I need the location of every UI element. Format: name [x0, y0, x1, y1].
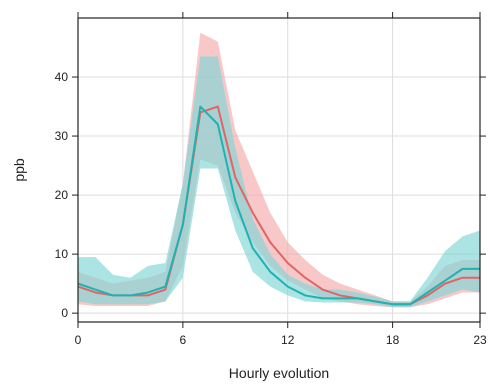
- x-tick-label: 23: [473, 333, 487, 347]
- y-tick-label: 0: [61, 306, 68, 320]
- tick-labels: 0 6 12 18 23 0 10 20 30 40: [55, 70, 487, 347]
- series-lines: [77, 105, 480, 306]
- plot-frame: [77, 17, 481, 323]
- series-band-2: [78, 56, 480, 308]
- ticks: [72, 12, 486, 328]
- series-line-2: [77, 105, 480, 306]
- y-tick-label: 10: [55, 247, 69, 261]
- x-axis-label: Hourly evolution: [229, 365, 329, 381]
- bands: [78, 32, 480, 308]
- y-tick-label: 30: [55, 129, 69, 143]
- y-tick-label: 20: [55, 188, 69, 202]
- y-axis-label: ppb: [11, 158, 27, 182]
- x-tick-label: 0: [75, 333, 82, 347]
- y-tick-label: 40: [55, 70, 69, 84]
- x-tick-label: 6: [180, 333, 187, 347]
- x-tick-label: 12: [281, 333, 295, 347]
- x-tick-label: 18: [386, 333, 400, 347]
